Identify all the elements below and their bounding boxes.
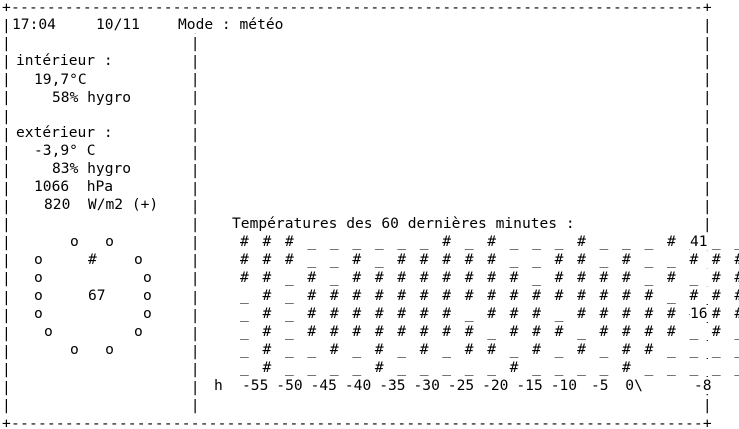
dial-dot: o — [34, 287, 43, 304]
x-axis-tick-label: -15 — [516, 377, 543, 394]
chart-row: # # # _ _ # _ # # # # # _ _ # # _ # _ _ … — [240, 251, 739, 268]
chart-row: _ # _ # # # # # # # _ # # # _ # # # # # … — [240, 305, 739, 322]
x-axis-tick-label: -45 — [310, 377, 337, 394]
y-label-bottom: -8 — [694, 377, 712, 394]
dial-dot: o — [143, 287, 152, 304]
x-axis-tick-label: -35 — [379, 377, 406, 394]
exterior-temperature: -3,9° C — [34, 142, 96, 159]
dial-value: 67 — [88, 287, 106, 304]
y-label-top: 41 — [690, 233, 708, 250]
chart-row: _ # _ # # # # # # # # # # # # # # # # _ … — [240, 287, 739, 304]
clock-date: 10/11 — [96, 16, 140, 33]
x-axis-tick-label: -40 — [344, 377, 372, 394]
x-axis-tick-label: 0\ — [625, 377, 643, 394]
chart-row: _ # _ _ _ _ # _ _ _ _ _ # _ _ _ _ # _ _ … — [240, 359, 739, 376]
exterior-label: extérieur : — [16, 124, 113, 141]
chart-row: _ # _ _ # _ # _ # _ # # _ # _ # _ # # _ … — [240, 341, 739, 358]
x-axis-tick-label: -55 — [242, 377, 269, 394]
x-axis-prefix: h — [214, 377, 223, 394]
chart-row: _ # _ # # # # # # # # _ # # # _ # # # # … — [240, 323, 739, 340]
dial-marker: # — [88, 251, 97, 268]
chart-row: # # # _ _ _ _ _ _ # _ # _ _ _ # _ _ _ # … — [240, 233, 739, 250]
y-label-mid: 16 — [690, 305, 708, 322]
exterior-humidity: 83% hygro — [52, 160, 132, 177]
chart-row: # # _ # _ # # # # # # # # _ # # # # _ # … — [240, 269, 739, 286]
clock-time: 17:04 — [12, 16, 56, 33]
terminal-frame: +---------------------------------------… — [2, 0, 712, 429]
dial-dot: o o — [70, 233, 114, 250]
chart-title: Températures des 60 dernières minutes : — [232, 215, 575, 232]
exterior-radiation: 820 W/m2 (+) — [44, 196, 159, 213]
x-axis-tick-label: -5 — [591, 377, 609, 394]
dial-dot: o — [134, 323, 143, 340]
interior-humidity: 58% hygro — [52, 89, 132, 106]
dial-dot: o o — [70, 341, 114, 358]
x-axis-tick-label: -10 — [550, 377, 578, 394]
x-axis-tick-label: -50 — [276, 377, 303, 394]
x-axis-tick-label: -30 — [413, 377, 440, 394]
exterior-pressure: 1066 hPa — [34, 178, 114, 195]
dial-dot: o — [44, 323, 53, 340]
x-axis-tick-label: -25 — [447, 377, 475, 394]
mode-label: Mode : météo — [178, 16, 284, 33]
interior-temperature: 19,7°C — [34, 71, 87, 88]
dial-dot: o — [143, 305, 152, 322]
x-axis-tick-label: -20 — [482, 377, 509, 394]
dial-dot: o — [34, 251, 43, 268]
dial-dot: o — [34, 269, 43, 286]
dial-dot: o — [134, 251, 143, 268]
dial-dot: o — [34, 305, 43, 322]
dial-dot: o — [143, 269, 152, 286]
interior-label: intérieur : — [16, 52, 113, 69]
